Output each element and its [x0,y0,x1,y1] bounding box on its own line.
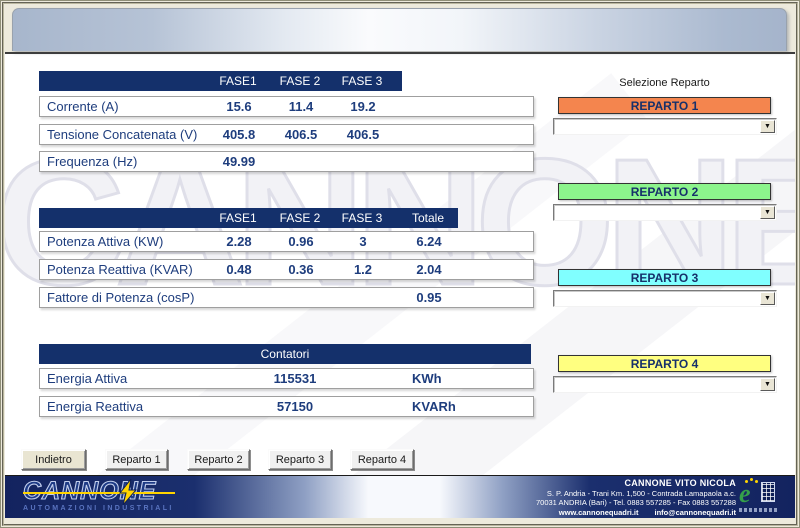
counter-value: 115531 [273,371,317,386]
reparto-1-banner: REPARTO 1 [558,97,771,114]
reparto-4-dropdown[interactable]: ▼ [553,376,777,393]
row-label: Potenza Attiva (KW) [47,234,164,249]
counters-title: Contatori [260,347,310,361]
building-grid-icon [761,482,775,502]
column-header-fase3: FASE 3 [341,74,383,88]
value-totale: 2.04 [416,262,442,277]
table-row-frequenza: Frequenza (Hz) 49.99 [39,151,534,172]
dropdown-arrow-button[interactable]: ▼ [760,292,775,305]
row-label: Energia Reattiva [47,399,144,414]
company-info: CANNONE VITO NICOLA S. P. Andria - Trani… [536,478,736,517]
table-row-energia-reattiva: Energia Reattiva 57150 KVARh [39,396,534,417]
certification-logo: e [739,478,787,516]
reparto-4-group: REPARTO 4 ▼ [553,355,777,393]
value-fase3: 1.2 [353,262,373,277]
reparto-1-group: REPARTO 1 ▼ [553,97,777,135]
logo-subtitle: AUTOMAZIONI INDUSTRIALI [23,505,174,512]
company-address-1: S. P. Andria - Trani Km. 1,500 - Contrad… [546,488,736,498]
value-fase2: 0.36 [288,262,314,277]
reparto-4-button[interactable]: Reparto 4 [350,449,414,470]
reparto-2-group: REPARTO 2 ▼ [553,183,777,221]
logo-dot [755,480,758,483]
logo-underline [23,492,175,494]
value-fase1: 15.6 [226,99,252,114]
selection-panel-title: Selezione Reparto [619,77,710,89]
reparto-4-banner: REPARTO 4 [558,355,771,372]
cert-logo-caption [739,508,779,512]
chevron-down-icon: ▼ [764,123,771,130]
table-row-corrente: Corrente (A) 15.6 11.4 19.2 [39,96,534,117]
value-fase1: 0.48 [226,262,252,277]
column-header-fase1: FASE1 [219,74,257,88]
column-header-fase1: FASE1 [219,211,257,225]
back-button[interactable]: Indietro [21,449,86,470]
reparto-1-dropdown[interactable]: ▼ [553,118,777,135]
table-row-tensione: Tensione Concatenata (V) 405.8 406.5 406… [39,124,534,145]
chevron-down-icon: ▼ [764,295,771,302]
row-label: Potenza Reattiva (KVAR) [47,262,193,277]
counters-table-header: Contatori [39,344,531,364]
value-fase1: 49.99 [222,154,256,169]
chevron-down-icon: ▼ [764,381,771,388]
value-fase3: 19.2 [350,99,376,114]
value-fase2: 0.96 [288,234,314,249]
value-fase3: 3 [359,234,367,249]
reparto-3-dropdown[interactable]: ▼ [553,290,777,307]
table-row-potenza-attiva: Potenza Attiva (KW) 2.28 0.96 3 6.24 [39,231,534,252]
cannone-logo: CANNONE AUTOMAZIONI INDUSTRIALI [22,477,193,518]
row-label: Tensione Concatenata (V) [47,127,198,142]
row-label: Fattore di Potenza (cosP) [47,290,195,305]
dropdown-arrow-button[interactable]: ▼ [760,206,775,219]
counter-unit: KWh [412,371,442,386]
value-totale: 0.95 [416,290,442,305]
column-header-totale: Totale [411,211,445,225]
value-fase1: 405.8 [222,127,256,142]
reparto-3-group: REPARTO 3 ▼ [553,269,777,307]
dropdown-arrow-button[interactable]: ▼ [760,378,775,391]
table-row-energia-attiva: Energia Attiva 115531 KWh [39,368,534,389]
row-label: Corrente (A) [47,99,119,114]
reparto-3-button[interactable]: Reparto 3 [268,449,332,470]
table-row-fattore-potenza: Fattore di Potenza (cosP) 0.95 [39,287,534,308]
column-header-fase3: FASE 3 [341,211,383,225]
value-fase3: 406.5 [346,127,380,142]
reparto-3-banner: REPARTO 3 [558,269,771,286]
logo-dot [745,480,748,483]
chevron-down-icon: ▼ [764,209,771,216]
row-label: Frequenza (Hz) [47,154,138,169]
logo-dot [750,478,753,481]
reparto-1-button[interactable]: Reparto 1 [105,449,168,470]
dropdown-arrow-button[interactable]: ▼ [760,120,775,133]
power-table-header: FASE1 FASE 2 FASE 3 Totale [39,208,458,228]
table-row-potenza-reattiva: Potenza Reattiva (KVAR) 0.48 0.36 1.2 2.… [39,259,534,280]
company-website: www.cannonequadri.it [558,507,639,517]
title-bar [12,8,787,51]
reparto-2-button[interactable]: Reparto 2 [187,449,250,470]
value-fase2: 406.5 [284,127,318,142]
column-header-fase2: FASE 2 [279,211,321,225]
column-header-fase2: FASE 2 [279,74,321,88]
counter-value: 57150 [276,399,314,414]
value-totale: 6.24 [416,234,442,249]
reparto-2-dropdown[interactable]: ▼ [553,204,777,221]
company-name: CANNONE VITO NICOLA [624,478,736,488]
company-address-2: 70031 ANDRIA (Bari) - Tel. 0883 557285 -… [536,498,736,507]
row-label: Energia Attiva [47,371,128,386]
lightning-bolt-icon [118,479,138,505]
footer-bar: CANNONE AUTOMAZIONI INDUSTRIALI CANNONE … [5,475,795,518]
company-email: info@cannonequadri.it [654,507,736,517]
value-fase2: 11.4 [288,99,314,114]
measurements-table-header: FASE1 FASE 2 FASE 3 [39,71,402,91]
reparto-2-banner: REPARTO 2 [558,183,771,200]
counter-unit: KVARh [412,399,456,414]
value-fase1: 2.28 [226,234,252,249]
cert-logo-glyph: e [739,479,751,508]
titlebar-separator [5,52,795,54]
